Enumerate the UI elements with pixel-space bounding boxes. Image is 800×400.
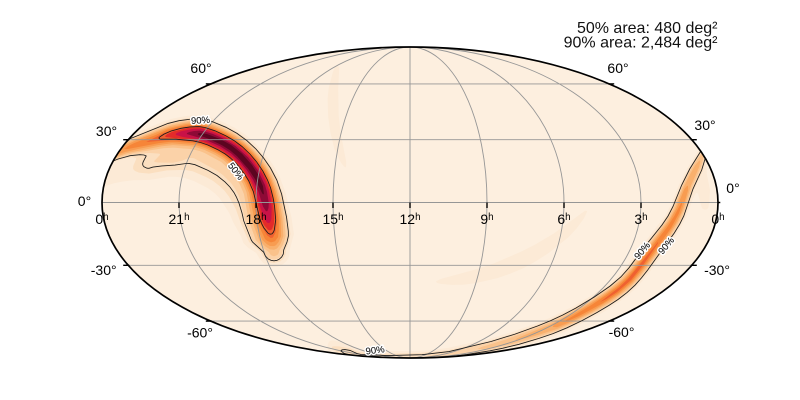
svg-text:30°: 30° (96, 123, 117, 139)
svg-text:30°: 30° (694, 117, 715, 133)
svg-text:0°: 0° (78, 193, 91, 209)
svg-text:90%: 90% (191, 115, 211, 127)
svg-text:-60°: -60° (609, 324, 635, 340)
svg-text:-60°: -60° (187, 325, 213, 341)
svg-text:60°: 60° (190, 60, 211, 76)
svg-text:-30°: -30° (91, 262, 117, 278)
svg-text:90%: 90% (365, 344, 386, 357)
svg-text:50% area: 480 deg²: 50% area: 480 deg² (577, 20, 718, 37)
svg-text:60°: 60° (607, 60, 628, 76)
svg-text:-30°: -30° (704, 262, 730, 278)
svg-text:90%: 90% (365, 344, 386, 357)
svg-text:90% area: 2,484 deg²: 90% area: 2,484 deg² (564, 34, 719, 51)
svg-text:90%: 90% (191, 115, 211, 127)
svg-text:0°: 0° (726, 180, 739, 196)
